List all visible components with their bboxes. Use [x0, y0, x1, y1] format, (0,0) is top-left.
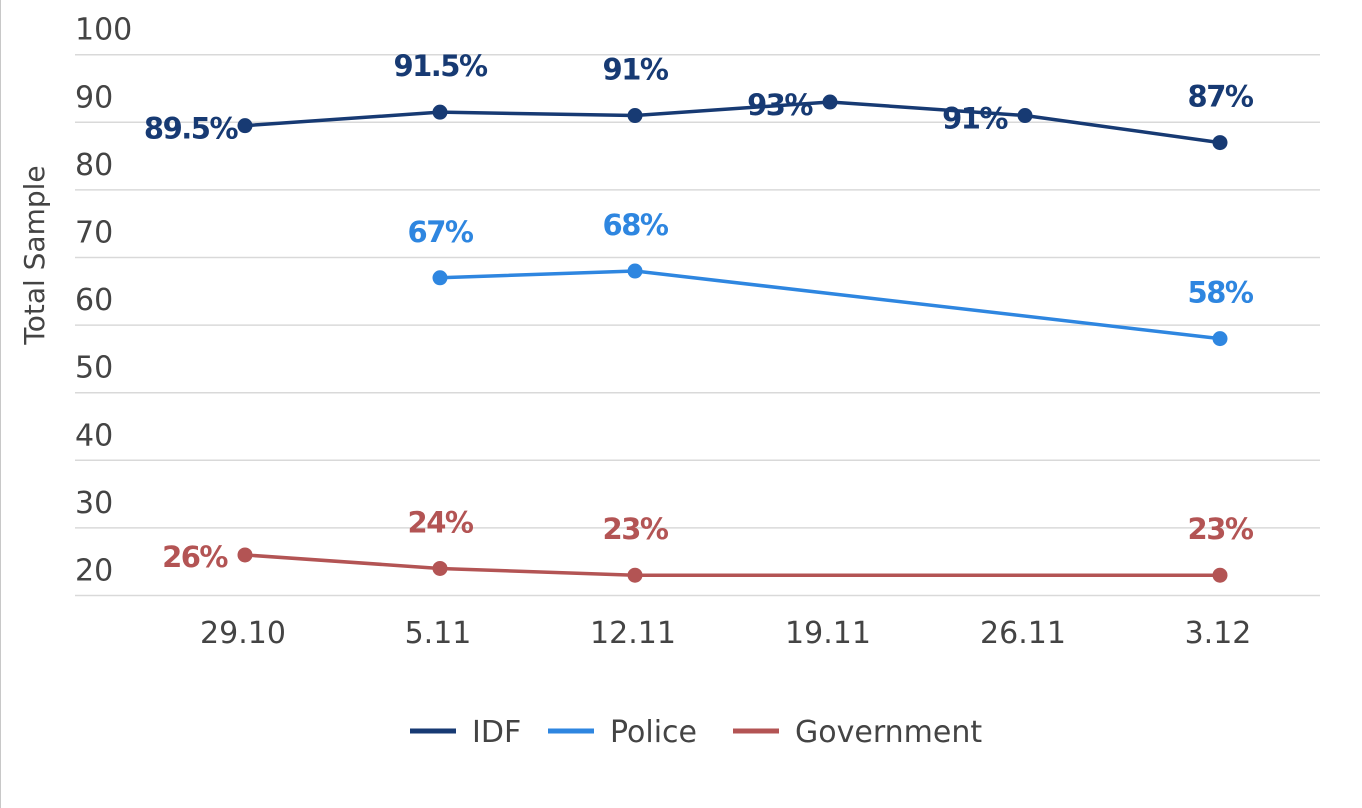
x-tick-label: 29.10	[200, 616, 286, 651]
data-point	[627, 263, 643, 279]
y-tick-label: 80	[75, 148, 113, 183]
series-line-government	[244, 553, 1220, 577]
data-label: 26%	[162, 540, 228, 574]
legend-label: Government	[795, 715, 982, 750]
data-label: 67%	[408, 215, 474, 249]
y-tick-label: 90	[75, 80, 113, 115]
data-label: 24%	[408, 505, 474, 539]
data-point	[432, 270, 448, 286]
series-police	[432, 263, 1228, 347]
gridlines	[75, 53, 1320, 597]
x-tick-label: 3.12	[1185, 616, 1252, 651]
series-line-idf	[244, 100, 1221, 145]
data-label: 91%	[942, 102, 1008, 136]
y-tick-label: 20	[75, 554, 113, 589]
data-point	[1212, 331, 1228, 347]
y-axis-ticks: 20 30 40 50 60 70 80 90 100	[75, 13, 132, 589]
legend: IDF Police Government	[410, 715, 982, 750]
legend-label: IDF	[472, 715, 521, 750]
series-line-police	[439, 269, 1221, 341]
data-label: 93%	[747, 88, 813, 122]
data-label: 23%	[603, 512, 669, 546]
x-tick-label: 12.11	[590, 616, 676, 651]
legend-item-idf: IDF	[410, 715, 521, 750]
data-label: 91%	[603, 53, 669, 87]
y-tick-label: 70	[75, 216, 113, 251]
data-point	[1017, 108, 1033, 124]
y-tick-label: 100	[75, 13, 132, 48]
y-tick-label: 50	[75, 351, 113, 386]
data-point	[627, 567, 643, 583]
x-tick-label: 26.11	[980, 616, 1066, 651]
data-point	[822, 94, 838, 110]
legend-label: Police	[610, 715, 697, 750]
series-government	[237, 547, 1228, 583]
data-label: 87%	[1188, 80, 1254, 114]
legend-item-police: Police	[548, 715, 697, 750]
x-axis-ticks: 29.10 5.11 12.11 19.11 26.11 3.12	[200, 616, 1251, 651]
series-idf	[237, 94, 1228, 151]
data-label: 91.5%	[393, 49, 488, 83]
data-point	[627, 108, 643, 124]
y-tick-label: 30	[75, 486, 113, 521]
x-tick-label: 19.11	[785, 616, 871, 651]
data-point	[432, 104, 448, 120]
y-tick-label: 40	[75, 418, 113, 453]
data-labels: 89.5% 91.5% 91% 93% 91% 87% 67% 68% 58% 26% 24% 23%…	[144, 49, 1256, 574]
data-point	[432, 560, 448, 576]
series	[237, 94, 1228, 583]
data-point	[237, 547, 253, 563]
data-label: 58%	[1188, 276, 1254, 310]
data-label: 23%	[1188, 512, 1254, 546]
y-tick-label: 60	[75, 283, 113, 318]
data-point	[237, 118, 253, 134]
data-label: 68%	[603, 208, 669, 242]
x-tick-label: 5.11	[405, 616, 472, 651]
y-axis-title: Total Sample	[18, 165, 51, 345]
data-label: 89.5%	[144, 112, 239, 146]
data-point	[1212, 135, 1228, 151]
legend-item-government: Government	[733, 715, 982, 750]
data-point	[1212, 567, 1228, 583]
